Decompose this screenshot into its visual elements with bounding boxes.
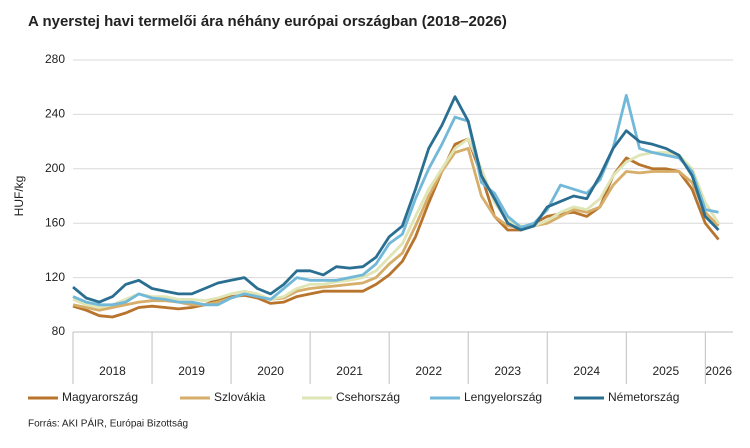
x-tick-label: 2020 xyxy=(257,364,284,378)
y-tick-label: 240 xyxy=(45,107,65,121)
x-tick-label: 2024 xyxy=(573,364,600,378)
series-line xyxy=(72,137,720,309)
series-line xyxy=(72,146,720,312)
chart-title: A nyerstej havi termelői ára néhány euró… xyxy=(28,13,507,30)
source: Forrás: AKI PÁIR, Európai Bizottság xyxy=(28,417,188,430)
y-tick-label: 280 xyxy=(45,52,65,66)
x-tick-label: 2026 xyxy=(705,364,732,378)
legend-label: Magyarország xyxy=(62,390,138,404)
x-tick-label: 2018 xyxy=(99,364,126,378)
legend-label: Lengyelország xyxy=(464,390,542,404)
y-axis-label: HUF/kg xyxy=(12,176,26,217)
legend-label: Csehország xyxy=(336,390,400,404)
legend-label: Szlovákia xyxy=(214,390,266,404)
x-tick-label: 2022 xyxy=(415,364,442,378)
legend-label: Németország xyxy=(608,390,679,404)
series-line xyxy=(72,95,720,304)
x-tick-label: 2019 xyxy=(178,364,205,378)
y-tick-label: 120 xyxy=(45,270,65,284)
x-tick-label: 2021 xyxy=(336,364,363,378)
x-tick-label: 2023 xyxy=(494,364,521,378)
x-tick-label: 2025 xyxy=(652,364,679,378)
y-tick-label: 160 xyxy=(45,215,65,229)
series-line xyxy=(72,94,719,307)
y-tick-label: 80 xyxy=(52,324,66,338)
y-tick-label: 200 xyxy=(45,161,65,175)
